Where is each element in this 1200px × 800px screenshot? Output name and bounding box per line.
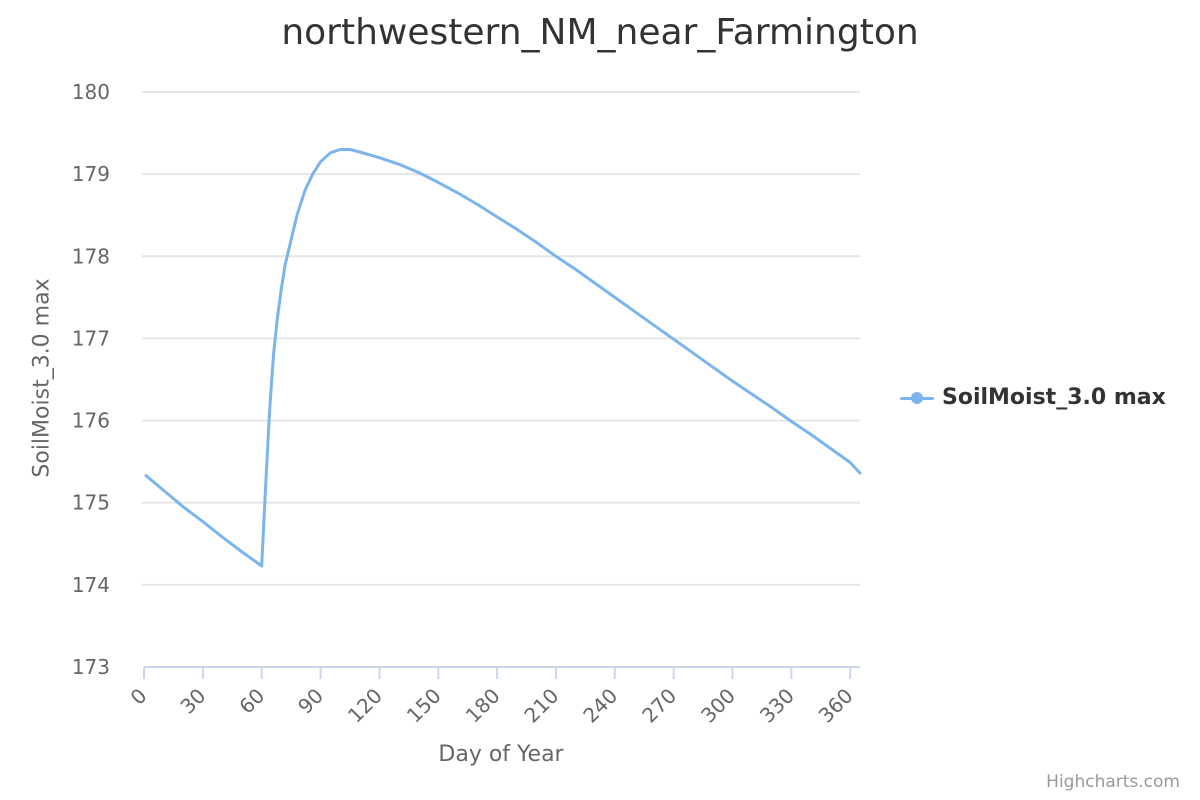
x-tick-label: 60 — [234, 684, 269, 719]
x-axis-ticks: 0 30 60 90 120 150 180 210 240 270 300 330 360 — [126, 667, 858, 728]
legend-item-soilmoist[interactable]: SoilMoist_3.0 max — [900, 385, 1166, 410]
x-tick-label: 30 — [175, 684, 210, 719]
x-tick-label: 150 — [402, 684, 446, 728]
y-axis-title: SoilMoist_3.0 max — [29, 278, 55, 478]
x-tick-label: 0 — [126, 684, 152, 710]
legend-label: SoilMoist_3.0 max — [942, 385, 1166, 410]
x-tick-label: 180 — [461, 684, 505, 728]
credits-link[interactable]: Highcharts.com — [1046, 772, 1180, 792]
series-group — [144, 148, 862, 568]
x-tick-label: 300 — [696, 684, 740, 728]
y-tick-label: 180 — [72, 80, 110, 104]
y-axis-ticks: 173 174 175 176 177 178 179 180 — [72, 80, 110, 679]
legend-line-marker-icon — [900, 386, 934, 410]
x-tick-label: 90 — [293, 684, 328, 719]
y-tick-label: 176 — [72, 409, 110, 433]
y-tick-label: 174 — [72, 573, 110, 597]
x-tick-label: 120 — [343, 684, 387, 728]
y-tick-label: 178 — [72, 244, 110, 268]
x-tick-label: 270 — [637, 684, 681, 728]
x-tick-label: 360 — [814, 684, 858, 728]
x-tick-label: 330 — [755, 684, 799, 728]
series-line[interactable] — [144, 148, 862, 568]
y-tick-label: 177 — [72, 326, 110, 350]
x-tick-label: 240 — [578, 684, 622, 728]
grid-lines — [142, 91, 860, 586]
x-tick-label: 210 — [520, 684, 564, 728]
chart-title: northwestern_NM_near_Farmington — [281, 12, 919, 53]
y-tick-label: 179 — [72, 162, 110, 186]
y-tick-label: 175 — [72, 491, 110, 515]
x-axis-title: Day of Year — [438, 742, 564, 767]
y-tick-label: 173 — [72, 655, 110, 679]
